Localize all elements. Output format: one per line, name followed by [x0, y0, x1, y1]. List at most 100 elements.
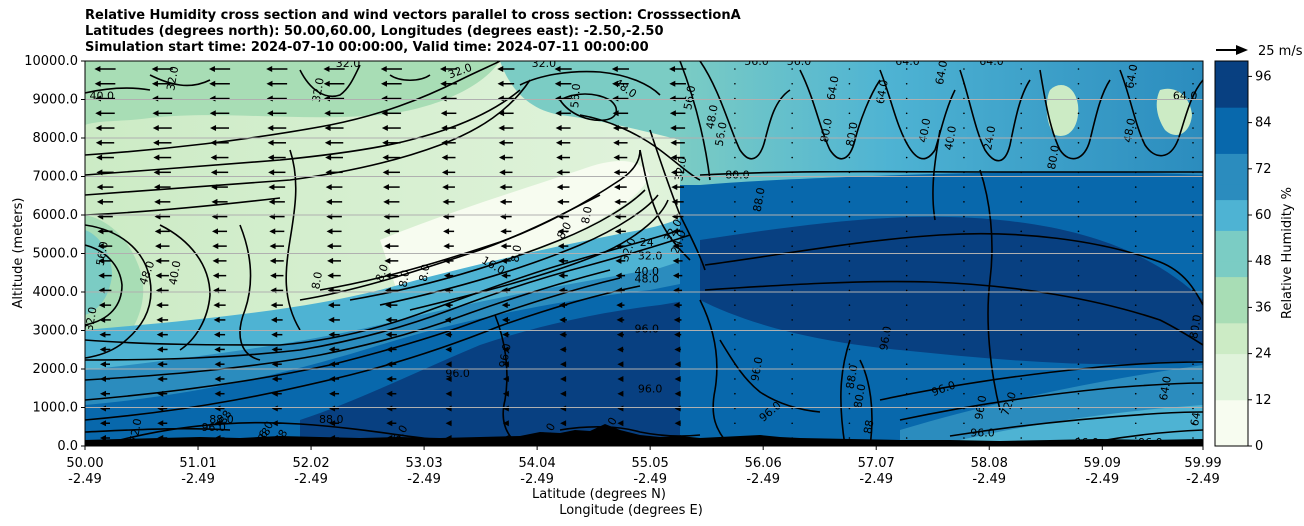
wind-vector — [1134, 230, 1137, 233]
wind-vector — [905, 127, 908, 129]
wind-vector — [1020, 333, 1023, 336]
wind-vector-head — [96, 169, 103, 176]
wind-vector — [385, 316, 398, 323]
wind-vector — [1077, 437, 1080, 439]
wind-vector — [905, 348, 908, 351]
wind-vector — [1077, 230, 1080, 233]
wind-vector — [98, 257, 112, 264]
wind-vector-head — [555, 139, 562, 146]
wind-vector — [1134, 245, 1137, 247]
colorbar-segment — [1215, 245, 1248, 262]
x-tick-label-lat: 55.05 — [632, 456, 669, 471]
x-axis-label-2: Longitude (degrees E) — [559, 503, 703, 518]
contour-line — [239, 224, 261, 361]
wind-vector — [1077, 319, 1080, 321]
wind-vector — [905, 68, 908, 70]
wind-vector — [848, 186, 851, 188]
wind-vector — [386, 346, 397, 353]
wind-vector-head — [325, 198, 332, 205]
wind-vector — [791, 68, 793, 70]
wind-vector — [209, 80, 230, 87]
wind-vector — [1134, 289, 1137, 292]
wind-vector — [791, 333, 793, 336]
wind-vector-head — [445, 346, 452, 353]
wind-vector — [324, 110, 344, 117]
wind-vector — [1134, 333, 1137, 336]
contour-label: 96.0 — [970, 427, 995, 440]
wind-vector-head — [214, 420, 221, 427]
field-upper-band — [85, 61, 500, 125]
wind-vector — [1134, 260, 1137, 262]
wind-vector — [791, 392, 793, 395]
wind-vector — [734, 437, 736, 439]
wind-vector — [328, 316, 340, 323]
wind-vector-head — [153, 154, 160, 161]
wind-vector — [214, 375, 225, 382]
wind-vector — [905, 82, 908, 85]
wind-vector-head — [614, 198, 621, 205]
wind-vector — [848, 422, 851, 425]
x-tick-label-lat: 50.00 — [66, 456, 103, 471]
wind-vector — [266, 80, 288, 87]
wind-vector-head — [268, 184, 275, 191]
wind-vector-head — [326, 228, 333, 235]
x-tick-label-lon: -2.49 — [68, 472, 102, 487]
wind-vector — [1134, 348, 1137, 351]
wind-vector-head — [99, 316, 106, 323]
wind-vector-head — [497, 95, 504, 102]
wind-vector — [674, 390, 681, 397]
wind-vector — [1192, 304, 1194, 306]
wind-vector — [613, 139, 628, 146]
contour-line — [699, 170, 1203, 176]
wind-vector — [385, 302, 398, 309]
wind-vector-head — [617, 435, 624, 441]
wind-vector — [326, 228, 342, 235]
x-tick-label-lat: 57.07 — [858, 456, 895, 471]
wind-vector-head — [555, 110, 562, 117]
colorbar-segment — [1215, 107, 1248, 124]
wind-vector — [1192, 142, 1194, 144]
colorbar-tick-label: 72 — [1255, 162, 1272, 177]
wind-vector — [155, 243, 170, 250]
wind-vector — [671, 198, 684, 205]
wind-vector-head — [617, 405, 624, 412]
wind-vector-head — [617, 361, 624, 368]
wind-vector — [1192, 215, 1194, 218]
wind-vector-head — [558, 257, 565, 264]
contour-label: 48.0 — [704, 104, 721, 130]
wind-vector — [153, 184, 171, 191]
contour-line — [85, 427, 231, 433]
wind-vector — [157, 420, 168, 427]
wind-vector — [905, 186, 908, 188]
wind-vector — [558, 257, 569, 264]
wind-vector — [1192, 363, 1194, 366]
x-tick-label-lon: -2.49 — [633, 472, 667, 487]
contour-label: 40.0 — [166, 260, 183, 286]
field-dry-core — [380, 160, 650, 300]
wind-vector-head — [327, 302, 334, 309]
wind-vector — [1192, 422, 1194, 425]
wind-vector — [963, 186, 965, 188]
wind-vector — [1134, 68, 1137, 70]
wind-vector-head — [670, 169, 677, 176]
wind-vector — [905, 142, 908, 144]
wind-vector — [1077, 422, 1080, 425]
wind-vector-head — [271, 346, 278, 353]
wind-vector — [213, 302, 226, 309]
wind-vector — [848, 201, 851, 203]
wind-vector — [614, 228, 626, 235]
wind-vector — [848, 392, 851, 395]
wind-vector — [1020, 260, 1023, 262]
x-tick-label-lon: -2.49 — [859, 472, 893, 487]
contour-line — [85, 224, 152, 359]
wind-vector — [1134, 142, 1137, 144]
wind-vector — [157, 435, 168, 441]
wind-vector — [1020, 245, 1023, 247]
contour-label: 32.0 — [83, 306, 100, 332]
wind-vector-head — [560, 435, 567, 441]
wind-vector — [208, 66, 231, 72]
wind-vector — [442, 184, 455, 191]
contour-label: 80.0 — [1045, 144, 1062, 170]
colorbar-segment — [1215, 76, 1248, 93]
colorbar-segment — [1215, 261, 1248, 278]
